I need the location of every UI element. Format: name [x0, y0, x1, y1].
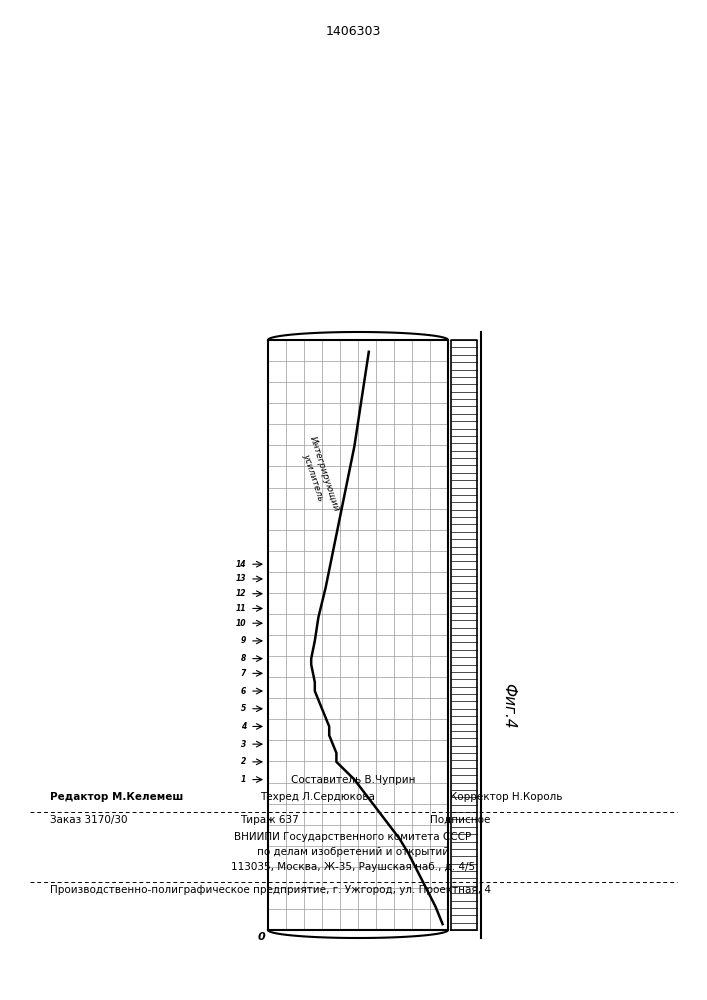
Text: 6: 6	[241, 687, 246, 696]
Text: 4: 4	[241, 722, 246, 731]
Text: 9: 9	[241, 636, 246, 645]
Text: Заказ 3170/30: Заказ 3170/30	[50, 815, 127, 825]
Text: 3: 3	[241, 740, 246, 749]
Text: Фиг.4: Фиг.4	[501, 683, 517, 729]
Text: Интегрирующий
усилитель: Интегрирующий усилитель	[296, 435, 341, 516]
Text: Корректор Н.Король: Корректор Н.Король	[450, 792, 563, 802]
Text: 13: 13	[235, 574, 246, 583]
Text: 113035, Москва, Ж-35, Раушская наб., д. 4/5: 113035, Москва, Ж-35, Раушская наб., д. …	[231, 862, 475, 872]
Text: ВНИИПИ Государственного комитета СССР: ВНИИПИ Государственного комитета СССР	[235, 832, 472, 842]
Text: 12: 12	[235, 589, 246, 598]
Text: 11: 11	[235, 604, 246, 613]
Text: Подписное: Подписное	[430, 815, 491, 825]
Text: 14: 14	[235, 560, 246, 569]
Text: 1: 1	[241, 775, 246, 784]
Text: 5: 5	[241, 704, 246, 713]
Text: Техред Л.Сердюкова: Техред Л.Сердюкова	[260, 792, 375, 802]
Text: Составитель В.Чуприн: Составитель В.Чуприн	[291, 775, 415, 785]
Text: 2: 2	[241, 757, 246, 766]
Text: 7: 7	[241, 669, 246, 678]
Text: 0: 0	[257, 932, 265, 942]
Text: по делам изобретений и открытий: по делам изобретений и открытий	[257, 847, 449, 857]
Text: Редактор М.Келемеш: Редактор М.Келемеш	[50, 792, 183, 802]
Text: Тираж 637: Тираж 637	[240, 815, 299, 825]
Text: 10: 10	[235, 619, 246, 628]
Text: 8: 8	[241, 654, 246, 663]
Text: Производственно-полиграфическое предприятие, г. Ужгород, ул. Проектная, 4: Производственно-полиграфическое предприя…	[50, 885, 491, 895]
Text: 1406303: 1406303	[325, 25, 380, 38]
